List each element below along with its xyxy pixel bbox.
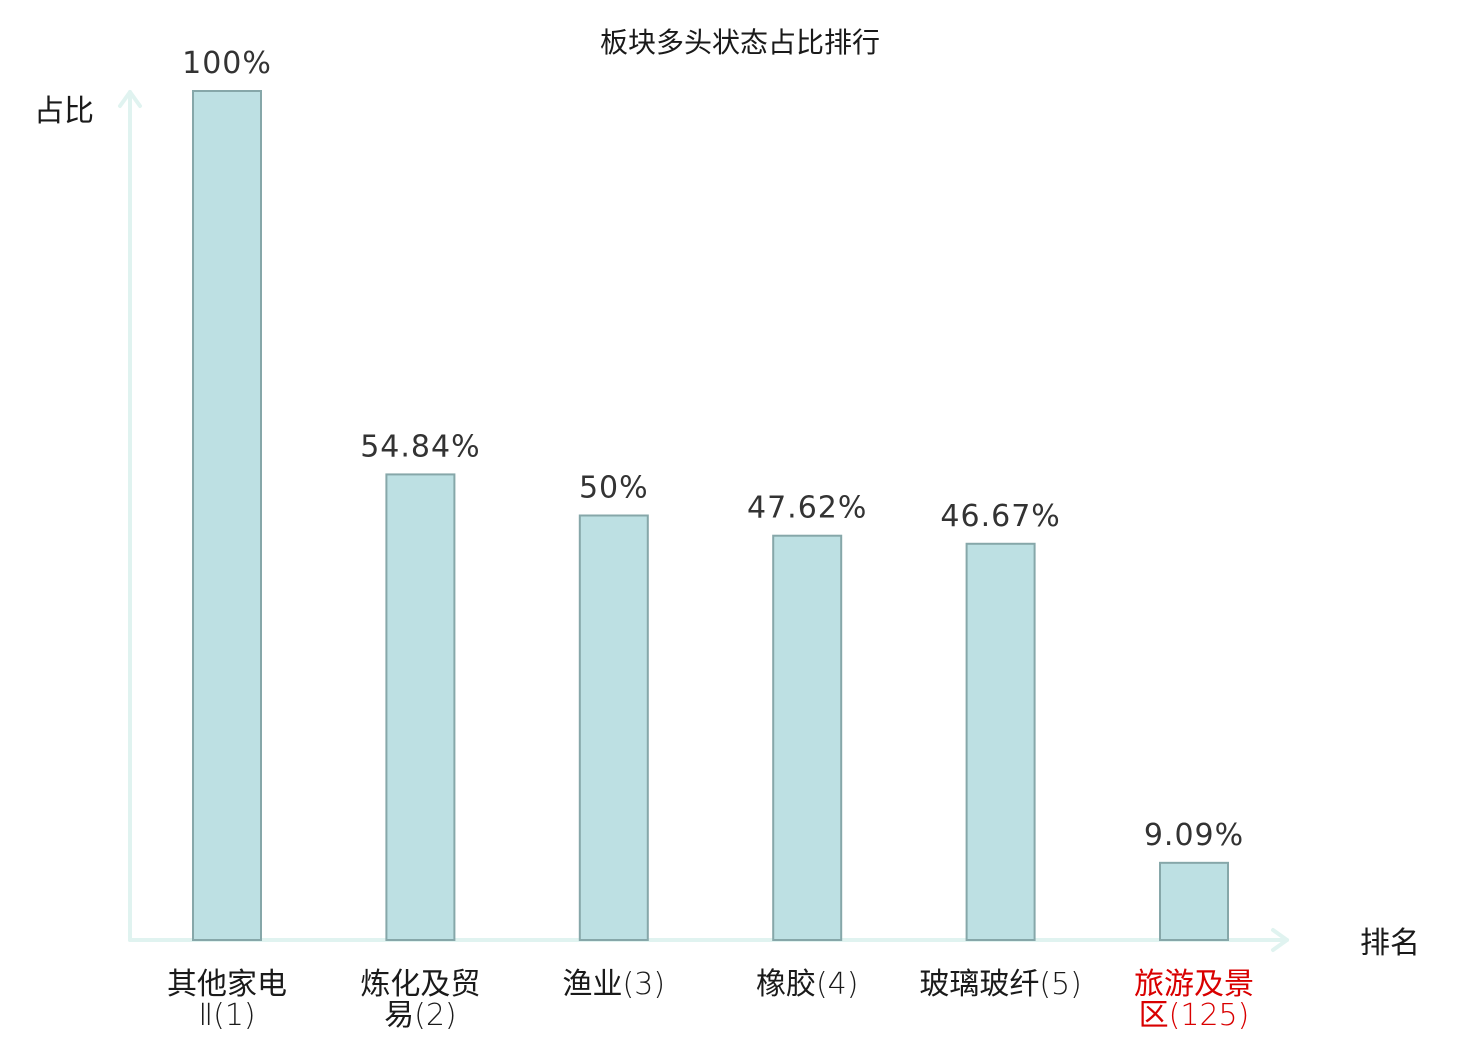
- category-label: 区(125): [1139, 998, 1250, 1033]
- value-label: 9.09%: [1144, 818, 1244, 853]
- value-label: 50%: [579, 471, 649, 506]
- x-axis-label: 排名: [1360, 926, 1420, 961]
- value-label: 47.62%: [747, 491, 867, 526]
- category-label: 炼化及贸: [360, 967, 480, 1002]
- value-label: 100%: [182, 46, 272, 81]
- category-label: 玻璃玻纤(5): [919, 967, 1082, 1002]
- bars: [192, 90, 1229, 942]
- bar: [1159, 861, 1229, 942]
- category-label: 易(2): [384, 998, 457, 1033]
- category-label: 橡胶(4): [756, 967, 859, 1002]
- value-label: 54.84%: [360, 429, 480, 464]
- y-axis-arrow: [118, 90, 142, 108]
- bar: [965, 542, 1036, 942]
- value-label: 46.67%: [940, 499, 1060, 534]
- category-label: 其他家电: [167, 967, 287, 1002]
- bar: [385, 473, 456, 941]
- y-axis-label: 占比: [34, 94, 94, 129]
- bar: [192, 90, 262, 941]
- bar: [772, 534, 843, 941]
- x-axis-arrow: [1271, 928, 1289, 952]
- category-label: 渔业(3): [563, 967, 666, 1002]
- axes: [118, 90, 1289, 952]
- category-label: Ⅱ(1): [198, 998, 255, 1033]
- chart-title: 板块多头状态占比排行: [600, 26, 880, 59]
- value-labels: 100% 54.84% 50% 47.62% 46.67% 9.09%: [182, 46, 1244, 853]
- bar: [578, 514, 649, 941]
- category-label: 旅游及景: [1134, 967, 1254, 1002]
